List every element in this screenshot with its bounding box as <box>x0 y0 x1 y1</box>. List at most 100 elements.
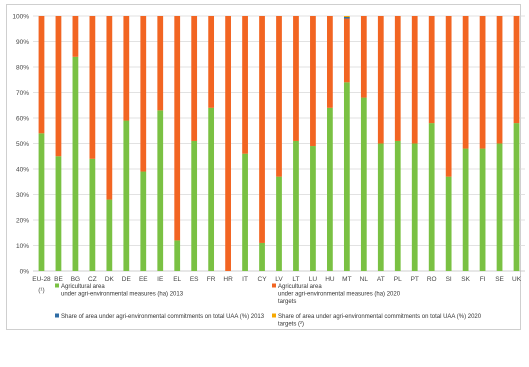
x-tick-label: AT <box>377 276 385 283</box>
bar-at-series-2 <box>377 16 384 144</box>
legend-label: Share of area under agri-environmental c… <box>61 314 265 320</box>
bar-de-series-1 <box>123 120 130 271</box>
x-tick-label: SE <box>495 276 504 283</box>
bar-si-series-1 <box>445 176 452 271</box>
bar-lu-series-1 <box>310 146 316 271</box>
bar-el-series-2 <box>174 16 181 241</box>
x-tick-label: UK <box>512 276 522 283</box>
y-tick-label: 40% <box>16 166 29 173</box>
x-tick-label: EU-28 <box>32 276 51 283</box>
bar-cy-series-1 <box>259 242 265 271</box>
x-tick-label: LU <box>309 276 318 283</box>
bar-at-series-1 <box>377 143 384 271</box>
bar-se-series-2 <box>496 16 503 144</box>
bar-mt-series-1 <box>343 82 350 271</box>
bar-fi-series-1 <box>479 148 486 271</box>
bar-fr-series-1 <box>208 107 215 271</box>
bar-ee-series-2 <box>140 16 147 172</box>
bar-uk-series-2 <box>513 16 520 124</box>
y-tick-label: 10% <box>16 243 29 250</box>
bar-fr-series-2 <box>208 16 215 108</box>
bar-de-series-2 <box>123 16 130 121</box>
x-tick-label: IE <box>157 276 164 283</box>
x-tick-label: RO <box>427 276 437 283</box>
bar-dk-series-1 <box>106 199 113 271</box>
bar-be-series-2 <box>55 16 62 157</box>
x-tick-label: DK <box>105 276 115 283</box>
bar-be-series-1 <box>55 156 62 271</box>
y-tick-label: 60% <box>16 115 29 122</box>
bar-pt-series-1 <box>411 143 418 271</box>
bar-ie-series-1 <box>157 110 164 271</box>
x-tick-label: PT <box>411 276 419 283</box>
x-tick-label: DE <box>122 276 132 283</box>
x-tick-label: PL <box>394 276 402 283</box>
x-tick-label: EE <box>139 276 148 283</box>
bar-bg-series-1 <box>72 56 79 271</box>
bar-ee-series-1 <box>140 171 147 271</box>
bar-uk-series-1 <box>513 123 520 271</box>
bar-hr-series-2 <box>225 16 231 271</box>
bar-mt-series-4 <box>343 16 350 18</box>
bar-ro-series-2 <box>428 16 435 124</box>
bar-ro-series-1 <box>428 123 435 271</box>
bar-lv-series-2 <box>276 16 282 177</box>
bar-dk-series-2 <box>106 16 113 200</box>
legend-swatch <box>55 313 59 318</box>
legend-label: targets <box>278 299 296 305</box>
x-tick-note: (¹) <box>38 287 45 294</box>
x-tick-label: ES <box>190 276 199 283</box>
bar-si-series-2 <box>445 16 452 177</box>
bar-sk-series-2 <box>462 16 469 149</box>
x-tick-label: HR <box>223 276 233 283</box>
bar-cy-series-2 <box>259 16 265 243</box>
x-tick-label: CZ <box>88 276 97 283</box>
x-tick-label: FI <box>480 276 486 283</box>
y-tick-label: 80% <box>16 64 29 71</box>
bar-pt-series-2 <box>411 16 418 144</box>
x-tick-label: HU <box>325 276 335 283</box>
bar-nl-series-2 <box>360 16 367 98</box>
x-tick-label: LV <box>275 276 283 283</box>
x-tick-label: NL <box>360 276 369 283</box>
y-tick-label: 50% <box>16 141 29 148</box>
bar-hu-series-2 <box>327 16 333 108</box>
bar-se-series-1 <box>496 143 503 271</box>
y-tick-label: 30% <box>16 192 29 199</box>
bar-mt-series-3 <box>343 17 350 19</box>
bar-cz-series-1 <box>89 158 96 271</box>
x-tick-label: BE <box>54 276 63 283</box>
x-tick-label: MT <box>342 276 351 283</box>
bar-el-series-1 <box>174 240 181 271</box>
x-tick-label: SI <box>446 276 452 283</box>
x-tick-label: FR <box>207 276 216 283</box>
bar-it-series-1 <box>242 153 248 271</box>
bar-pl-series-1 <box>394 140 401 271</box>
bar-es-series-2 <box>191 16 198 141</box>
legend-label: under agri-environmental measures (ha) 2… <box>278 292 401 298</box>
y-tick-label: 0% <box>20 268 30 275</box>
bar-es-series-1 <box>191 140 198 271</box>
bar-lt-series-1 <box>293 140 299 271</box>
x-tick-label: SK <box>461 276 470 283</box>
legend-swatch <box>272 313 276 318</box>
bar-pl-series-2 <box>394 16 401 141</box>
bar-sk-series-1 <box>462 148 469 271</box>
bar-lt-series-2 <box>293 16 299 141</box>
y-tick-label: 100% <box>12 13 29 20</box>
legend-swatch <box>55 283 59 288</box>
y-tick-label: 70% <box>16 90 29 97</box>
legend-swatch <box>272 283 276 288</box>
bar-nl-series-1 <box>360 97 367 271</box>
legend-label: targets (²) <box>278 322 304 328</box>
bar-eu-28-series-1 <box>38 133 45 271</box>
x-tick-label: LT <box>292 276 299 283</box>
bar-fi-series-2 <box>479 16 486 149</box>
y-tick-label: 20% <box>16 217 29 224</box>
legend-label: under agri-environmental measures (ha) 2… <box>61 292 184 298</box>
x-tick-label: EL <box>173 276 181 283</box>
legend-label: Agricultural area <box>61 284 105 290</box>
bar-mt-series-2 <box>343 18 350 83</box>
x-tick-label: CY <box>258 276 268 283</box>
